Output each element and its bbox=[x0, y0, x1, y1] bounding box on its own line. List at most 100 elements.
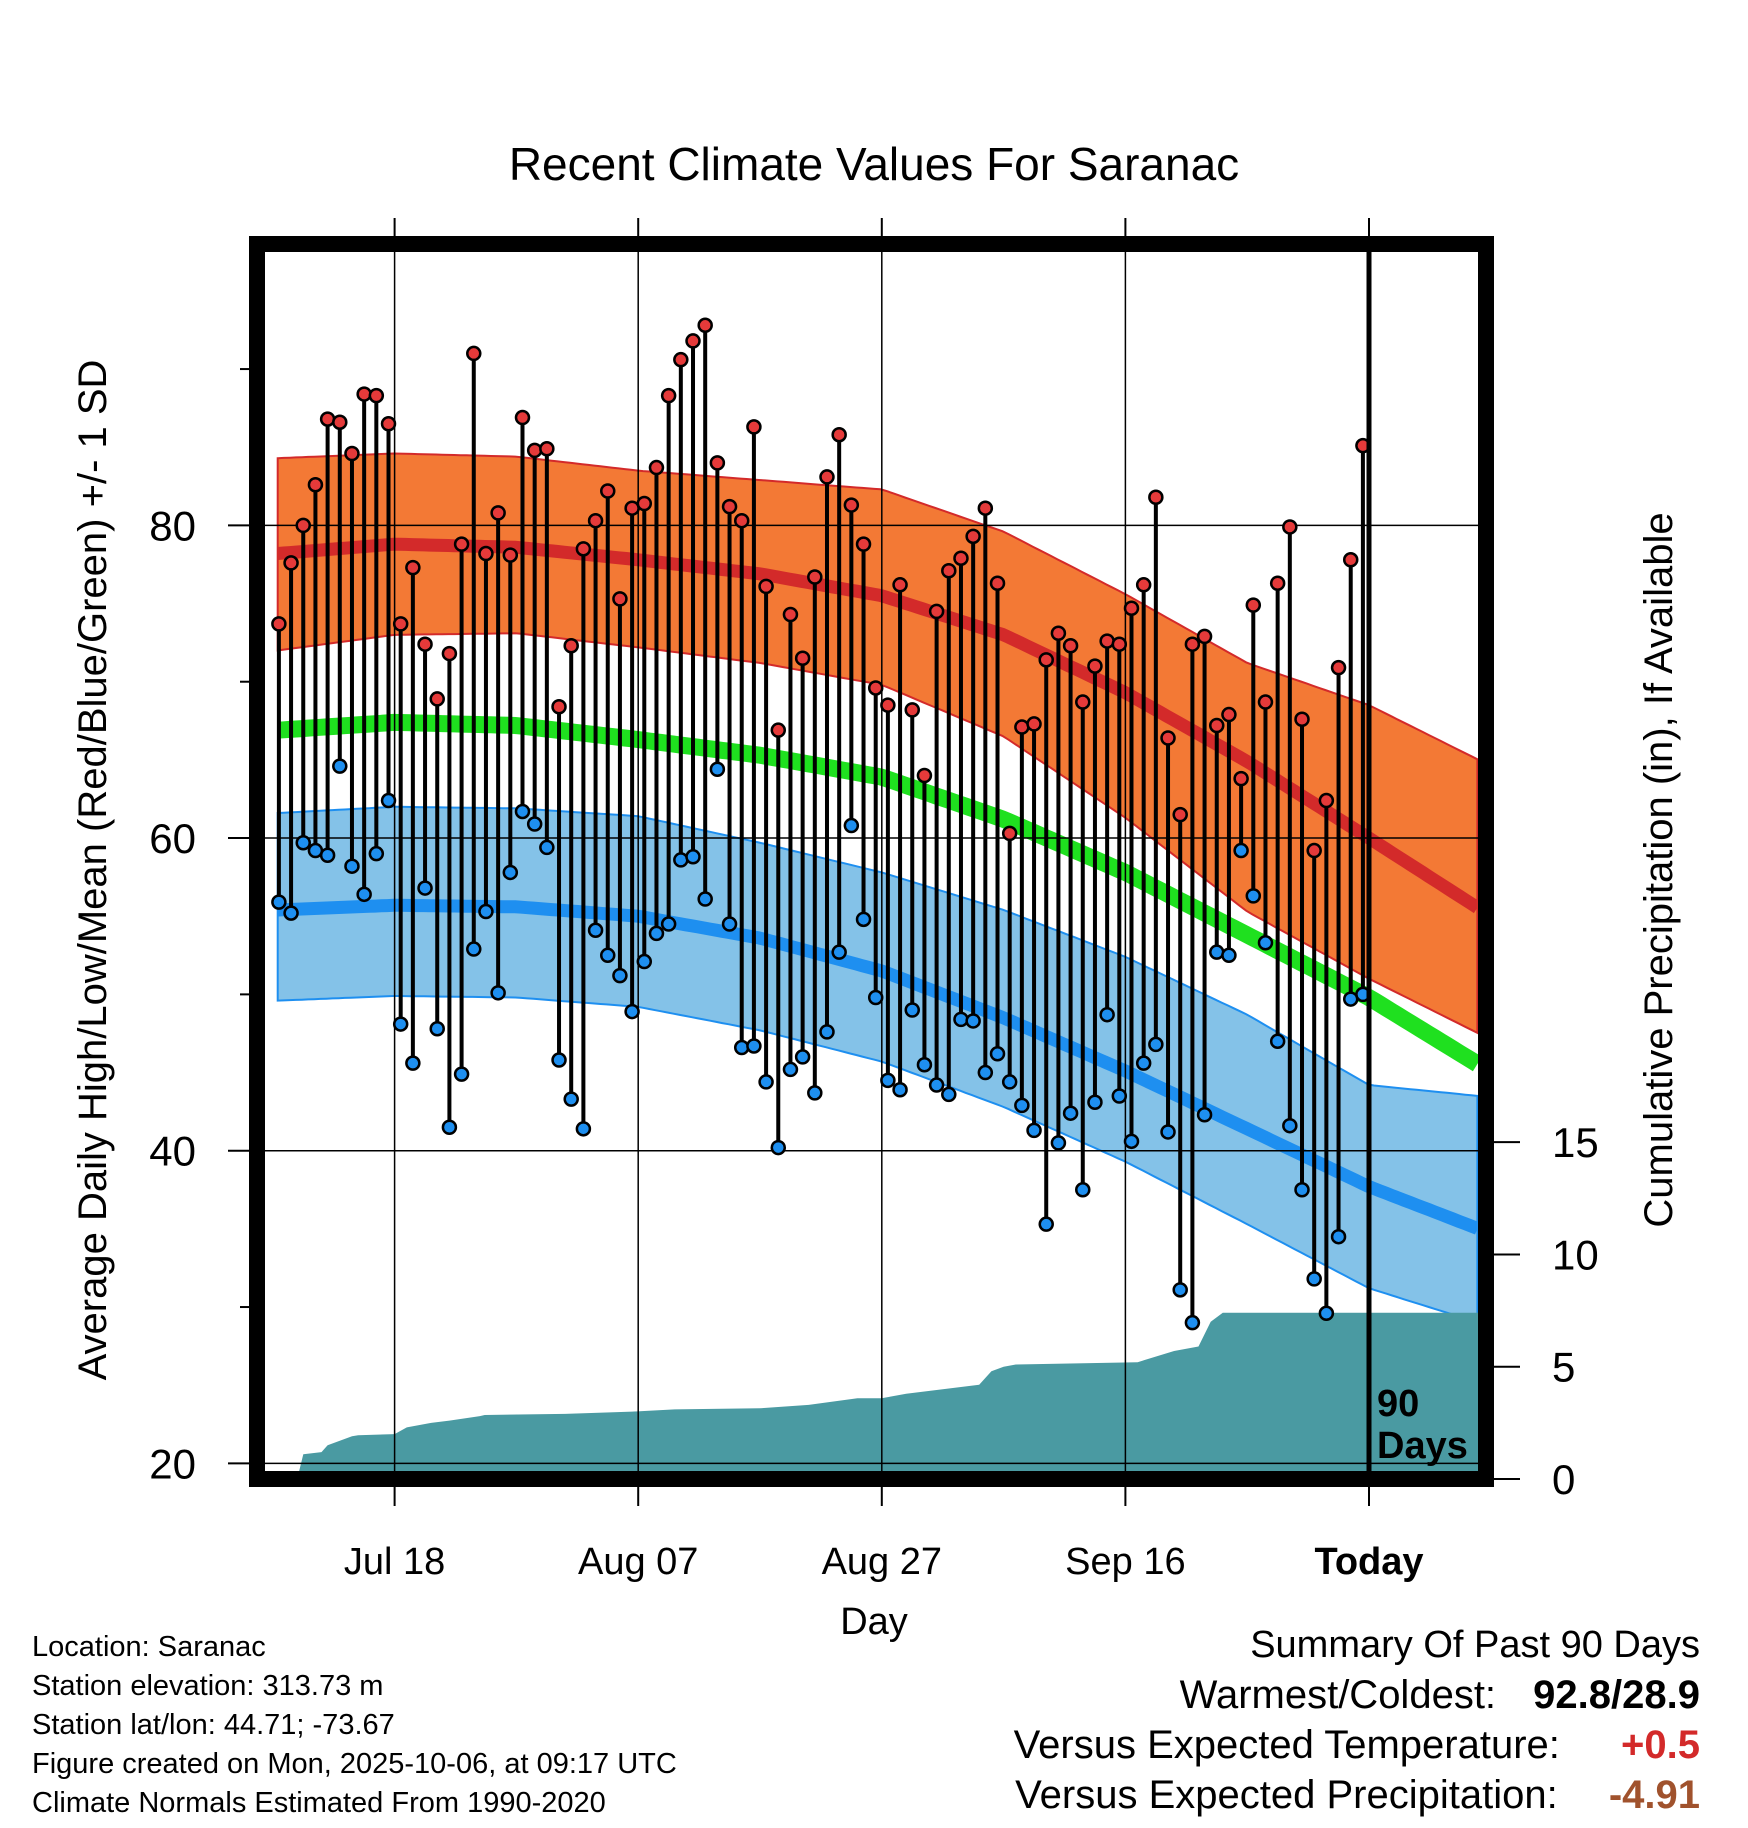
summary-panel: Summary Of Past 90 Days Warmest/Coldest:… bbox=[1014, 1620, 1700, 1820]
today-marker-label-line2: Days bbox=[1377, 1425, 1468, 1467]
observed-low-point bbox=[295, 834, 311, 851]
x-tick-label: Today bbox=[1314, 1541, 1423, 1583]
observed-high-point bbox=[332, 414, 348, 430]
observed-high-point bbox=[1075, 694, 1091, 710]
location-text: Location: Saranac bbox=[32, 1631, 266, 1663]
observed-high-point bbox=[1172, 806, 1188, 823]
observed-high-point bbox=[685, 333, 701, 349]
observed-high-point bbox=[271, 616, 287, 632]
observed-low-point bbox=[1318, 1305, 1335, 1322]
observed-high-point bbox=[1318, 792, 1335, 809]
observed-high-point bbox=[575, 541, 592, 557]
observed-high-point bbox=[368, 387, 385, 404]
observed-low-point bbox=[843, 817, 860, 834]
observed-low-point bbox=[989, 1046, 1006, 1062]
observed-high-point bbox=[356, 386, 372, 402]
observed-low-point bbox=[758, 1074, 774, 1090]
plot-area bbox=[257, 244, 1486, 1479]
observed-high-point bbox=[867, 680, 884, 696]
observed-low-point bbox=[551, 1052, 567, 1068]
observed-high-point bbox=[916, 767, 933, 784]
observed-high-point bbox=[1196, 628, 1213, 645]
cumulative-precip-area bbox=[277, 1312, 1479, 1479]
observed-low-point bbox=[1184, 1314, 1201, 1331]
observed-high-point bbox=[1062, 638, 1079, 654]
warmest-coldest-label: Warmest/Coldest: bbox=[1179, 1673, 1497, 1717]
chart-title: Recent Climate Values For Saranac bbox=[509, 138, 1239, 190]
created-text: Figure created on Mon, 2025-10-06, at 09… bbox=[32, 1748, 677, 1780]
observed-high-point bbox=[587, 512, 604, 529]
observed-low-point bbox=[685, 849, 701, 865]
observed-high-point bbox=[770, 722, 787, 738]
observed-high-point bbox=[953, 550, 969, 566]
observed-high-point bbox=[928, 603, 945, 620]
temp-value: +0.5 bbox=[1621, 1723, 1700, 1767]
summary-title: Summary Of Past 90 Days bbox=[1250, 1624, 1700, 1666]
observed-high-point bbox=[807, 569, 823, 585]
observed-high-point bbox=[636, 495, 653, 512]
observed-low-point bbox=[514, 803, 531, 820]
observed-high-point bbox=[1111, 636, 1128, 652]
observed-low-point bbox=[673, 852, 689, 868]
observed-low-point bbox=[1233, 842, 1249, 859]
y-right-tick-label: 10 bbox=[1552, 1231, 1599, 1278]
observed-low-point bbox=[575, 1121, 592, 1137]
y-left-tick-label: 60 bbox=[149, 815, 196, 862]
axes: 20 40 60 80 0 5 10 15 Jul 18 Aug 07 Aug 27 Sep 16 To… bbox=[149, 218, 1599, 1583]
observed-high-point bbox=[514, 409, 531, 426]
x-tick-label: Jul 18 bbox=[344, 1541, 445, 1583]
y-left-tick-label: 40 bbox=[149, 1128, 196, 1175]
plot-clip-group bbox=[257, 244, 1486, 1479]
observed-high-point bbox=[1245, 597, 1262, 613]
observed-high-point bbox=[831, 426, 847, 443]
observed-low-point bbox=[502, 864, 519, 881]
warmest-coldest-value: 92.8/28.9 bbox=[1533, 1673, 1700, 1717]
observed-high-point bbox=[1221, 706, 1237, 723]
precip-value: -4.91 bbox=[1608, 1773, 1700, 1817]
observed-high-point bbox=[478, 545, 494, 562]
observed-high-point bbox=[1269, 575, 1286, 591]
observed-high-point bbox=[794, 650, 811, 667]
observed-low-point bbox=[478, 903, 494, 920]
observed-low-point bbox=[880, 1072, 896, 1089]
observed-high-point bbox=[965, 528, 981, 545]
observed-high-point bbox=[1026, 716, 1042, 732]
station-info: Location: Saranac Station elevation: 313… bbox=[32, 1628, 677, 1823]
observed-high-point bbox=[1001, 825, 1018, 842]
observed-high-point bbox=[648, 459, 665, 476]
observed-low-point bbox=[916, 1056, 933, 1073]
observed-high-point bbox=[307, 476, 324, 493]
observed-high-point bbox=[539, 441, 555, 457]
x-tick-label: Sep 16 bbox=[1065, 1541, 1185, 1583]
observed-low-point bbox=[1099, 1006, 1115, 1023]
observed-high-point bbox=[1160, 730, 1176, 746]
observed-low-point bbox=[1172, 1282, 1188, 1298]
observed-high-point bbox=[1123, 600, 1140, 616]
observed-low-point bbox=[453, 1066, 470, 1082]
plot-frame bbox=[249, 236, 1494, 1487]
observed-low-point bbox=[600, 947, 616, 964]
observed-high-point bbox=[563, 638, 579, 654]
observed-low-point bbox=[1269, 1033, 1286, 1050]
observed-high-point bbox=[453, 536, 470, 552]
y-right-tick-label: 0 bbox=[1552, 1456, 1575, 1503]
observed-low-point bbox=[831, 944, 847, 960]
observed-high-point bbox=[417, 636, 433, 652]
observed-low-point bbox=[612, 967, 628, 984]
today-marker-label-line1: 90 bbox=[1377, 1383, 1419, 1425]
y-axis-left-label: Average Daily High/Low/Mean (Red/Blue/Gr… bbox=[71, 360, 115, 1381]
observed-low-point bbox=[490, 985, 506, 1001]
observed-low-point bbox=[283, 905, 299, 921]
observed-low-point bbox=[1026, 1122, 1042, 1139]
observed-low-point bbox=[660, 916, 677, 932]
observed-low-point bbox=[636, 953, 653, 970]
observed-low-point bbox=[319, 847, 336, 863]
observed-low-point bbox=[977, 1064, 994, 1081]
precip-row: Versus Expected Precipitation: -4.91 bbox=[1014, 1770, 1700, 1820]
observed-low-point bbox=[429, 1021, 445, 1037]
observed-low-point bbox=[1221, 947, 1237, 964]
x-tick-label: Aug 07 bbox=[578, 1541, 698, 1583]
observed-low-point bbox=[819, 1024, 835, 1040]
observed-low-point bbox=[1160, 1124, 1176, 1140]
observed-high-point bbox=[721, 498, 738, 515]
